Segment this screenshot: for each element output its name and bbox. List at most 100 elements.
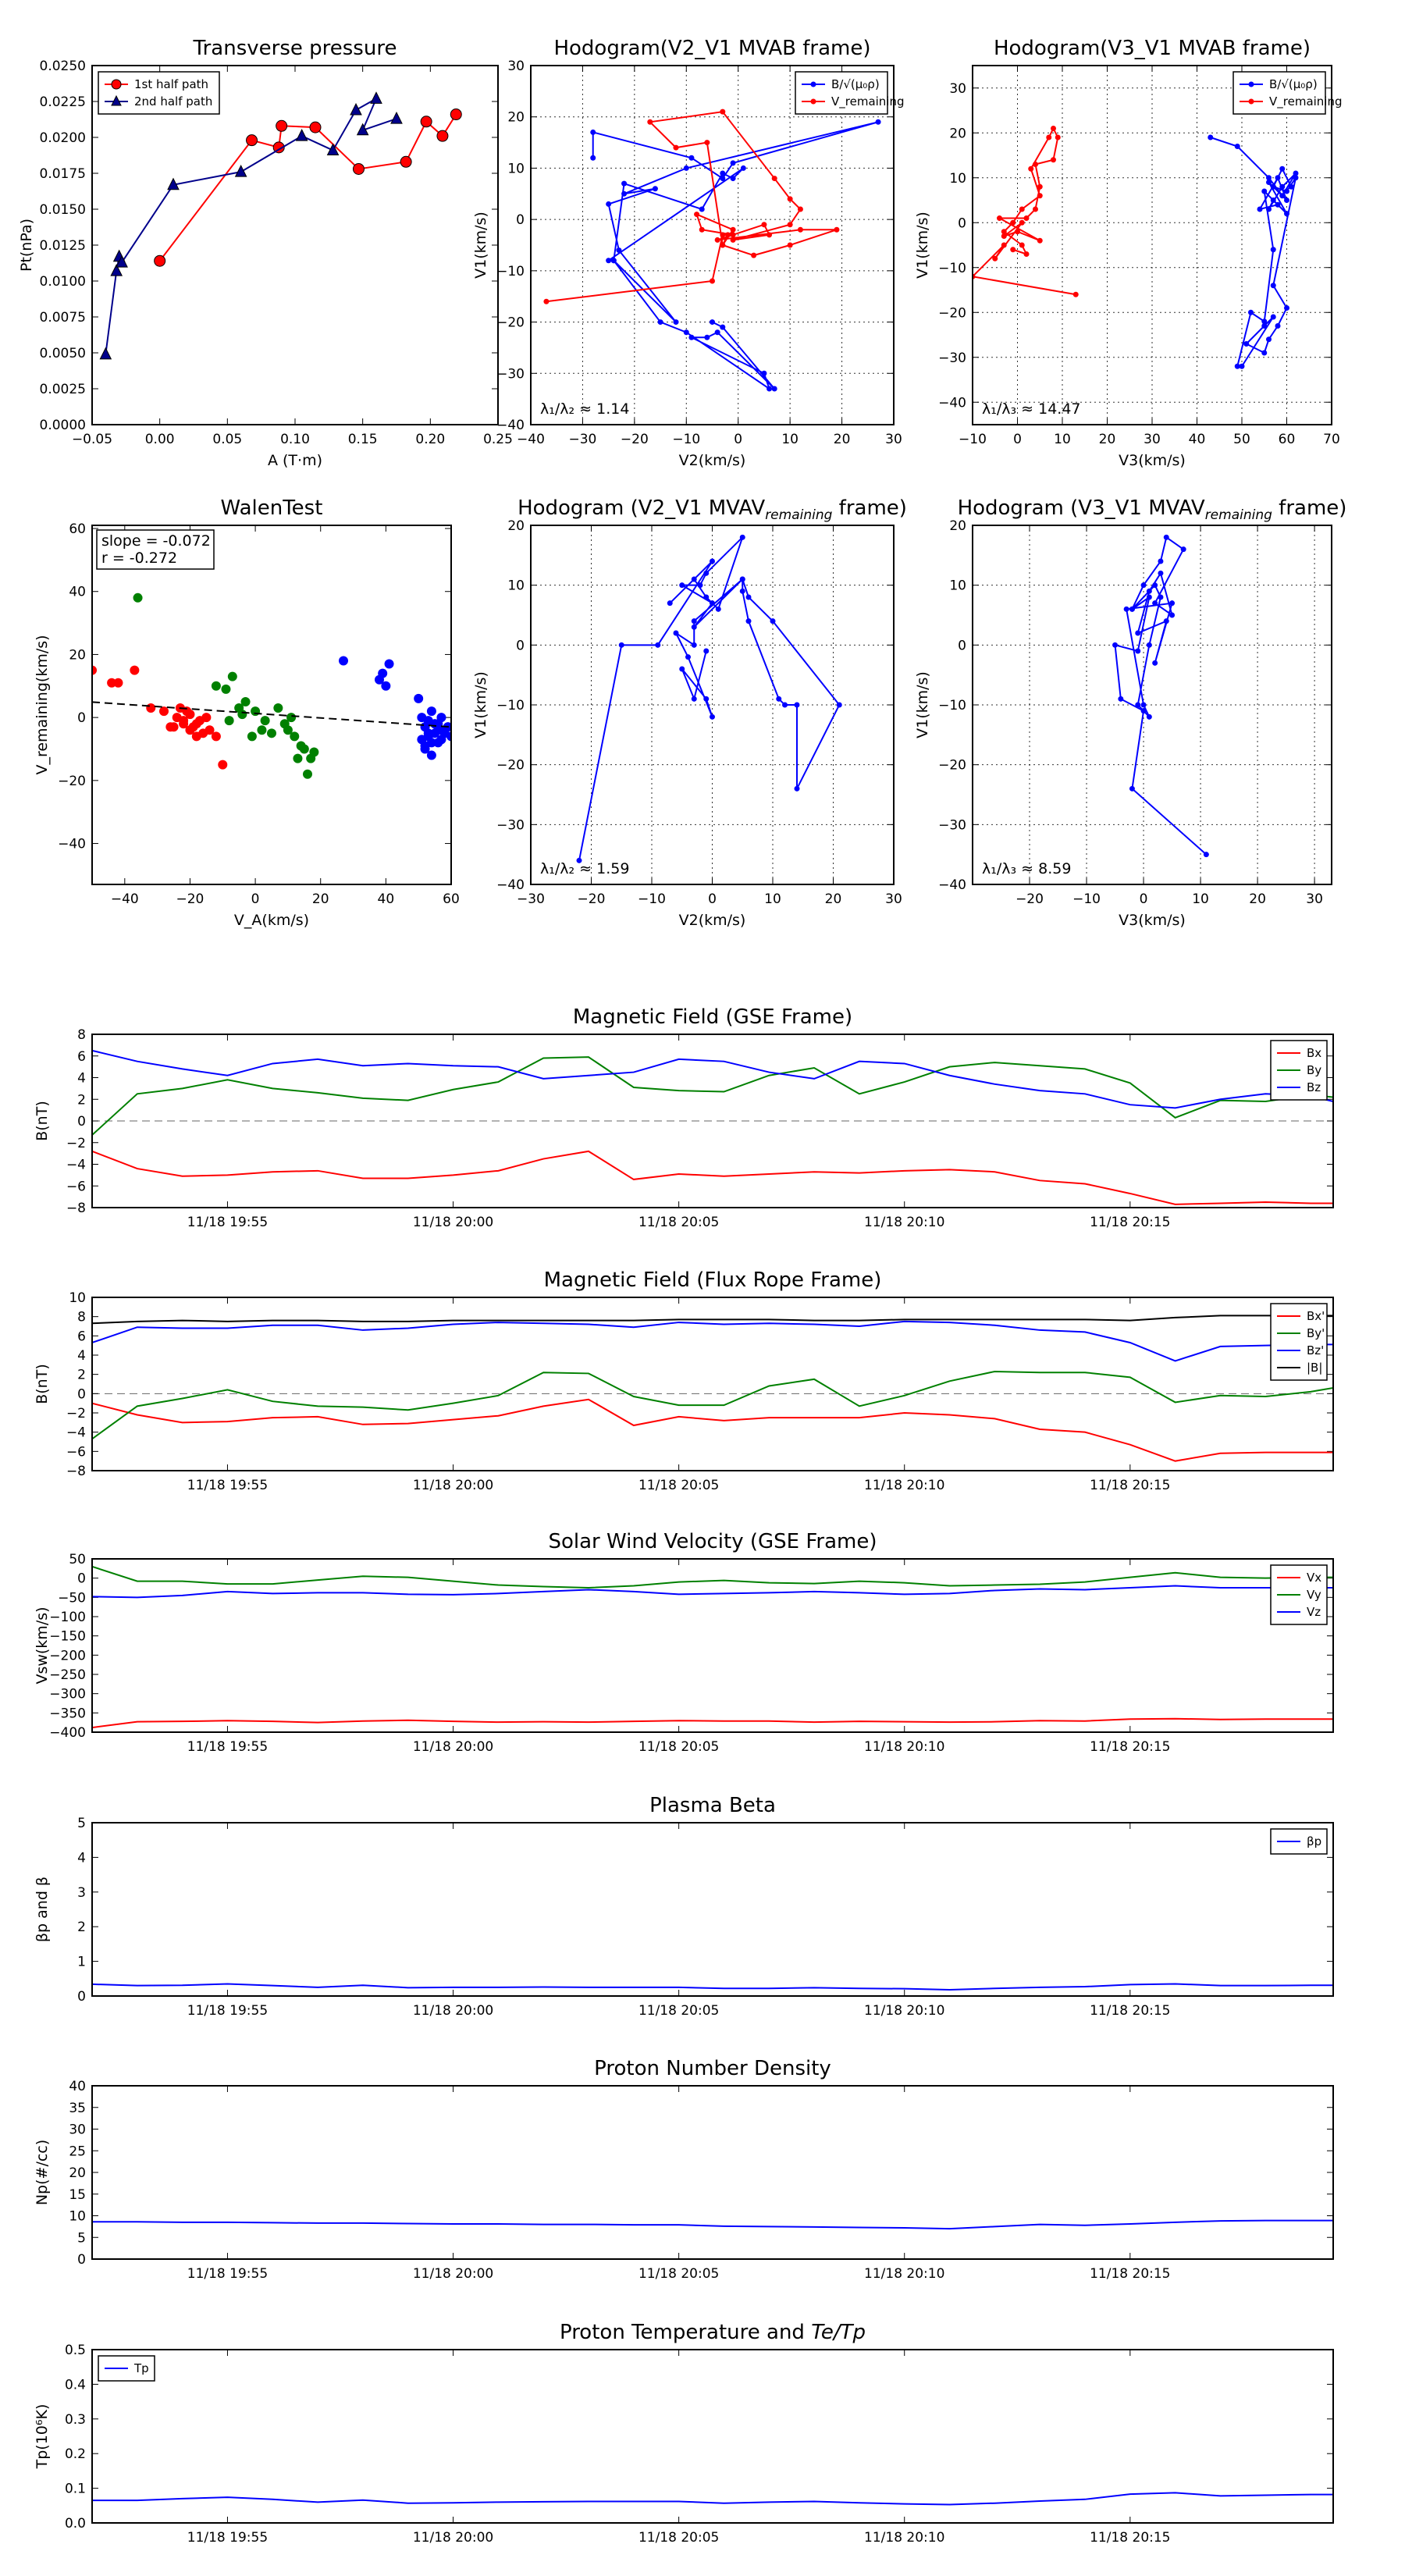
plot-area	[92, 1049, 1333, 1205]
data-point	[1293, 170, 1299, 176]
data-point	[730, 160, 736, 166]
y-axis-label: B(nT)	[34, 1101, 51, 1141]
data-point	[293, 753, 303, 763]
data-point	[1279, 193, 1286, 199]
legend-marker	[810, 81, 816, 87]
y-tick-label: 0.2	[65, 2446, 86, 2462]
data-point	[787, 196, 793, 202]
legend-label: Vx	[1307, 1571, 1321, 1585]
y-tick-label: −20	[496, 315, 525, 331]
legend-label: 1st half path	[134, 77, 208, 91]
data-point	[787, 222, 793, 228]
x-tick-label: 20	[834, 432, 851, 447]
y-tick-label: −30	[938, 817, 966, 833]
data-point	[797, 206, 803, 212]
data-point	[273, 703, 283, 713]
y-axis-label: Np(#/cc)	[34, 2140, 51, 2205]
data-point	[590, 155, 596, 161]
legend-label: Bx'	[1307, 1309, 1325, 1323]
data-point	[375, 674, 384, 685]
x-tick-label: 0.10	[280, 432, 310, 447]
y-tick-label: −10	[496, 264, 525, 279]
data-point	[92, 665, 97, 675]
data-point	[797, 226, 803, 233]
data-point	[704, 140, 710, 146]
data-point	[720, 170, 726, 176]
legend-marker	[1248, 98, 1254, 105]
y-tick-label: 0	[77, 1989, 86, 2005]
y-tick-label: 0.0125	[40, 238, 86, 254]
data-point	[436, 130, 449, 142]
data-point	[740, 165, 746, 171]
x-tick-label: 11/18 20:00	[413, 2003, 493, 2019]
x-tick-label: 11/18 20:15	[1090, 2266, 1170, 2282]
data-point	[794, 785, 800, 792]
x-tick-label: 11/18 19:55	[187, 2003, 268, 2019]
y-tick-label: 20	[507, 518, 525, 534]
y-tick-label: 2	[77, 1368, 86, 1383]
y-tick-label: 20	[69, 2165, 86, 2181]
data-point	[303, 769, 312, 779]
legend-label: Bz	[1307, 1080, 1321, 1094]
y-tick-label: −300	[49, 1687, 86, 1703]
x-tick-label: 11/18 20:00	[413, 1215, 493, 1230]
data-point	[1158, 558, 1164, 564]
data-point	[1028, 165, 1034, 172]
legend: B/√(μ₀ρ) V_remaining	[795, 71, 905, 115]
x-tick-label: 11/18 19:55	[187, 1215, 268, 1230]
data-point	[776, 696, 782, 702]
y-tick-label: 10	[69, 1290, 86, 1306]
ratio-annotation: λ₁/λ₃ ≈ 8.59	[982, 860, 1071, 877]
data-point	[1257, 206, 1263, 212]
x-axis-label: V_A(km/s)	[234, 912, 309, 929]
legend-marker	[111, 79, 122, 90]
data-point	[426, 750, 436, 760]
y-tick-label: −150	[49, 1629, 86, 1645]
series-line-Bz'	[92, 1320, 1333, 1362]
y-tick-label: 5	[77, 1816, 86, 1831]
data-point	[1266, 206, 1272, 212]
data-point	[1266, 336, 1272, 343]
x-tick-label: 70	[1323, 432, 1340, 447]
y-tick-label: −4	[66, 1158, 86, 1173]
y-tick-label: 15	[69, 2187, 86, 2203]
x-tick-label: 11/18 20:00	[413, 2530, 493, 2546]
x-tick-label: −20	[1016, 891, 1044, 907]
data-point	[1037, 193, 1043, 199]
y-tick-label: 30	[949, 81, 966, 97]
x-axis-label: V2(km/s)	[679, 452, 746, 469]
chart-title: WalenTest	[221, 496, 323, 520]
legend-label: βp	[1307, 1834, 1321, 1848]
x-tick-label: 0	[1140, 891, 1148, 907]
y-tick-label: −4	[66, 1425, 86, 1441]
series-line-By	[92, 1056, 1333, 1136]
x-tick-label: 11/18 20:10	[864, 2003, 944, 2019]
data-point	[1037, 237, 1043, 244]
chart-title: Proton Number Density	[594, 2057, 831, 2080]
data-point	[1239, 363, 1245, 369]
data-point	[1275, 201, 1281, 208]
y-tick-label: −350	[49, 1706, 86, 1721]
data-point	[426, 738, 436, 748]
data-point	[794, 702, 800, 708]
data-point	[710, 319, 715, 326]
data-point	[1243, 341, 1250, 347]
data-point	[1023, 251, 1030, 257]
data-point	[1270, 247, 1276, 253]
data-point	[1270, 183, 1276, 190]
legend-label: By'	[1307, 1326, 1325, 1340]
x-tick-label: 40	[1189, 432, 1206, 447]
plot-area	[92, 1565, 1333, 1729]
data-point	[296, 741, 306, 751]
data-point	[1146, 713, 1152, 720]
data-point	[218, 760, 228, 770]
stats-box	[96, 529, 215, 570]
legend: Vx Vy Vz	[1270, 1564, 1328, 1625]
chart-hodogram-v2-v1-mvav: Hodogram (V2_V1 MVAVremaining frame)−30−…	[472, 496, 907, 929]
data-point	[673, 319, 679, 326]
plot-frame	[972, 525, 1332, 885]
y-tick-label: 2	[77, 1092, 86, 1108]
data-point	[710, 713, 715, 720]
y-tick-label: 2	[77, 1920, 86, 1935]
